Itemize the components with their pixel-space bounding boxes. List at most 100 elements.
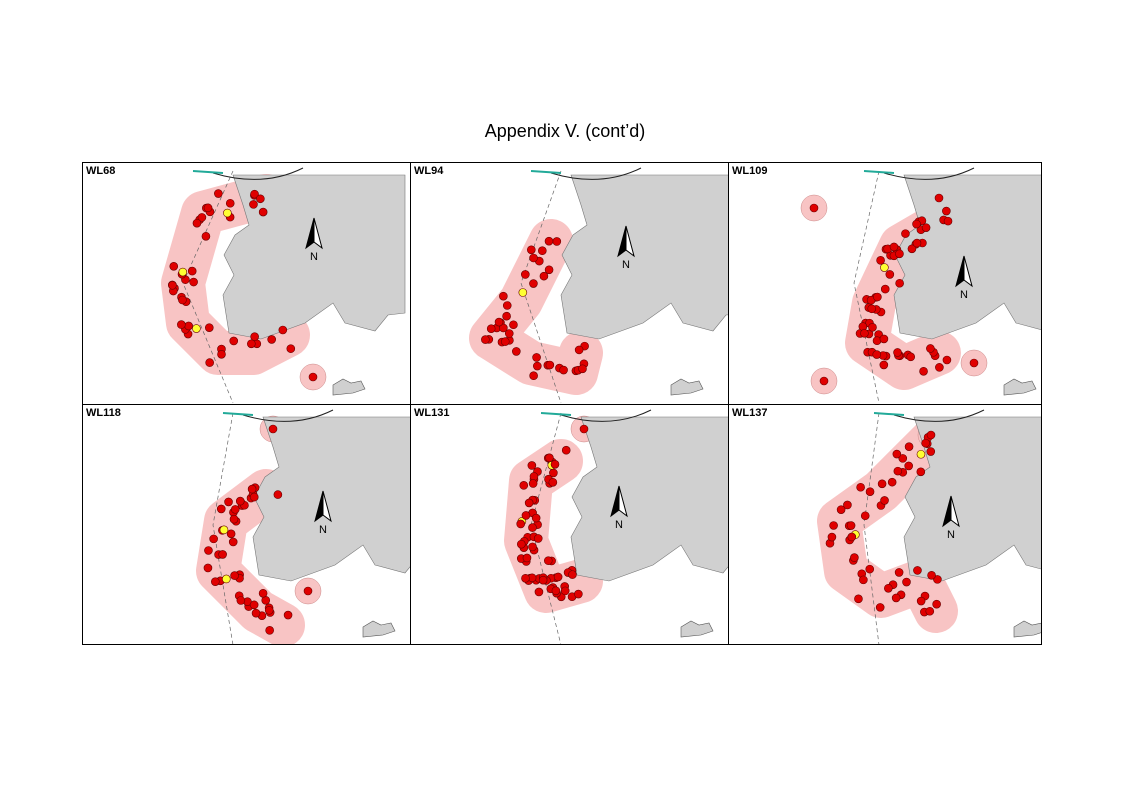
location-point xyxy=(539,271,549,281)
location-point xyxy=(847,532,857,542)
location-point xyxy=(204,323,214,332)
map: N xyxy=(800,167,1041,404)
location-point xyxy=(912,238,922,248)
location-point xyxy=(943,216,953,226)
water-line xyxy=(222,412,254,416)
location-point xyxy=(926,447,936,456)
location-point xyxy=(919,367,928,376)
island xyxy=(1013,620,1041,638)
buffer-zone xyxy=(196,469,305,644)
location-point xyxy=(517,539,526,549)
north-label: N xyxy=(319,524,327,536)
panel-label: WL118 xyxy=(86,407,121,419)
location-point xyxy=(209,534,218,544)
location-point xyxy=(205,358,214,367)
location-point xyxy=(578,364,587,374)
location-point xyxy=(969,358,979,368)
location-point xyxy=(538,246,547,256)
location-point xyxy=(522,553,532,563)
map: N xyxy=(161,167,406,404)
map-panel: N WL118 xyxy=(82,404,411,645)
location-point xyxy=(843,500,852,510)
island xyxy=(670,378,704,396)
map: N xyxy=(504,409,728,644)
location-point xyxy=(894,568,904,577)
location-point xyxy=(229,514,239,524)
road xyxy=(883,167,975,180)
location-point xyxy=(827,532,837,542)
location-point xyxy=(559,365,568,375)
location-point xyxy=(942,355,952,365)
panel-label: WL94 xyxy=(414,165,444,177)
location-point xyxy=(836,505,846,514)
location-point xyxy=(846,521,856,530)
yellow-point xyxy=(916,449,926,459)
location-point xyxy=(286,344,296,353)
location-point xyxy=(884,583,893,593)
water-line xyxy=(540,412,572,416)
location-point xyxy=(204,546,213,555)
location-point xyxy=(860,329,869,338)
location-point xyxy=(258,589,268,598)
location-point xyxy=(499,323,508,333)
map: N xyxy=(817,409,1041,644)
location-point xyxy=(247,339,256,349)
location-point xyxy=(258,207,268,217)
location-point xyxy=(561,445,571,455)
location-point xyxy=(197,213,207,222)
location-point xyxy=(865,564,875,574)
north-arrow xyxy=(314,490,324,523)
location-point xyxy=(548,477,558,487)
location-point xyxy=(901,229,910,238)
location-point xyxy=(850,553,859,562)
location-point xyxy=(902,577,911,587)
location-point xyxy=(283,610,293,620)
location-point xyxy=(524,498,534,508)
north-label: N xyxy=(615,519,623,531)
north-arrow xyxy=(617,225,627,258)
location-point xyxy=(225,198,235,208)
location-point xyxy=(895,278,904,288)
map-panel: N WL109 xyxy=(728,162,1042,405)
location-point xyxy=(278,325,288,335)
location-point xyxy=(531,513,541,523)
location-point xyxy=(809,203,819,213)
north-label: N xyxy=(960,289,968,301)
location-point xyxy=(247,484,257,494)
location-point xyxy=(893,348,902,357)
location-point xyxy=(230,505,240,514)
location-point xyxy=(875,603,885,612)
location-point xyxy=(873,292,882,302)
location-point xyxy=(545,453,554,463)
north-label: N xyxy=(310,251,318,263)
location-point xyxy=(265,626,274,635)
location-point xyxy=(303,586,313,596)
location-point xyxy=(560,586,570,596)
location-point xyxy=(521,270,530,279)
panel-label: WL131 xyxy=(414,407,450,419)
location-point xyxy=(214,189,223,198)
location-point xyxy=(907,244,917,254)
location-point xyxy=(178,295,187,305)
location-point xyxy=(230,571,239,580)
location-point xyxy=(187,266,197,276)
yellow-point xyxy=(223,208,232,218)
location-point xyxy=(228,537,238,547)
map-panel: N WL131 xyxy=(410,404,729,645)
location-point xyxy=(916,467,926,477)
location-point xyxy=(268,424,278,434)
location-point xyxy=(533,361,542,371)
land xyxy=(893,174,1041,340)
map-panel: N WL68 xyxy=(82,162,411,405)
location-point xyxy=(867,304,877,314)
location-point xyxy=(529,279,538,288)
location-point xyxy=(904,461,913,471)
location-point xyxy=(203,563,213,573)
location-point xyxy=(532,353,541,362)
location-point xyxy=(925,606,935,616)
location-point xyxy=(887,477,897,487)
land xyxy=(252,416,410,582)
road xyxy=(242,409,334,422)
location-point xyxy=(879,334,889,344)
location-point xyxy=(551,586,561,596)
